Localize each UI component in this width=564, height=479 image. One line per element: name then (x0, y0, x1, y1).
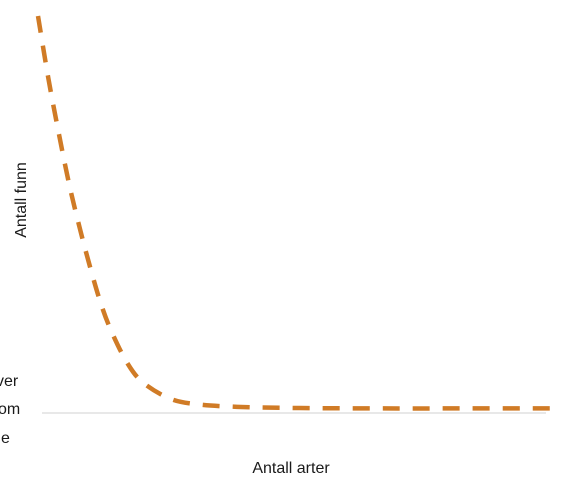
series-layer (35, 15, 562, 411)
clipped-text-line-2: om (0, 401, 20, 418)
clipped-text-line-3: e (1, 430, 10, 447)
x-axis-label: Antall arter (252, 460, 330, 477)
y-axis-label: Antall funn (13, 162, 30, 238)
clipped-text-line-1: ver (0, 373, 19, 390)
series-line-1 (35, 15, 562, 411)
